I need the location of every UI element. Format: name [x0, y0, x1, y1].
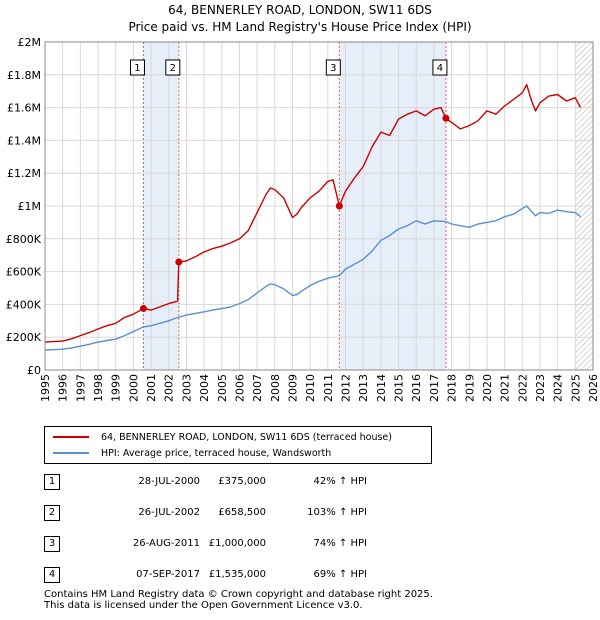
- sale-price: £658,500: [218, 507, 266, 518]
- y-tick-label: £1.4M: [7, 134, 41, 147]
- y-tick-label: £0: [27, 364, 41, 377]
- y-tick-label: £400K: [6, 298, 42, 311]
- x-tick-label: 2007: [251, 374, 264, 402]
- table-row: 4 07-SEP-2017 £1,535,000 69% ↑ HPI: [44, 567, 444, 598]
- sale-label-box: [325, 59, 341, 76]
- sale-label: 2: [170, 63, 176, 74]
- y-tick-label: £800K: [6, 233, 42, 246]
- price-chart: 1 2 3 4 £0 £200K £400K £600K £800K £1M £1.2M £1.4M £…: [6, 36, 600, 402]
- sale-label: 4: [437, 63, 443, 74]
- sale-price: £1,000,000: [208, 538, 266, 549]
- x-tick-label: 1996: [57, 374, 70, 402]
- license-text: This data is licensed under the Open Gov…: [44, 600, 363, 611]
- plot-frame: [44, 41, 594, 371]
- x-tick-label: 2017: [428, 374, 441, 402]
- sale-number-badge: 4: [44, 567, 60, 583]
- legend-label-hpi: HPI: Average price, terraced house, Wand…: [101, 447, 332, 459]
- x-tick-label: 2006: [233, 374, 246, 402]
- x-tick-label: 2002: [163, 374, 176, 402]
- x-tick-label: 2014: [375, 374, 388, 402]
- x-tick-label: 2024: [552, 374, 565, 402]
- x-tick-label: 1998: [92, 374, 105, 402]
- sale-hpi-change: 74% ↑ HPI: [313, 538, 367, 549]
- y-tick-label: £1.6M: [7, 102, 41, 115]
- sale-date: 26-JUL-2002: [138, 507, 200, 518]
- x-tick-label: 1995: [39, 374, 52, 402]
- x-tick-label: 2023: [534, 374, 547, 402]
- copyright-text: Contains HM Land Registry data © Crown c…: [44, 589, 433, 600]
- y-tick-label: £600K: [6, 266, 42, 279]
- sale-label-box: [432, 59, 448, 76]
- x-tick-label: 2000: [127, 374, 140, 402]
- x-tick-label: 2026: [587, 374, 600, 402]
- sale-number-badge: 1: [44, 474, 60, 490]
- x-tick-label: 2004: [198, 374, 211, 402]
- x-tick-label: 2005: [216, 374, 229, 402]
- sale-point: [335, 202, 343, 210]
- sale-date: 28-JUL-2000: [138, 476, 200, 487]
- x-tick-label: 2016: [410, 374, 423, 402]
- sale-hpi-change: 42% ↑ HPI: [313, 476, 367, 487]
- hpi-series-line: [45, 205, 582, 351]
- x-tick-label: 2021: [499, 374, 512, 402]
- sale-point: [139, 305, 147, 312]
- sale-label-box: [165, 59, 181, 76]
- sale-point: [442, 114, 450, 122]
- title-line-1: 64, BENNERLEY ROAD, LONDON, SW11 6DS: [168, 3, 432, 17]
- sale-date: 07-SEP-2017: [136, 569, 200, 580]
- chart-title: 64, BENNERLEY ROAD, LONDON, SW11 6DS Pri…: [0, 2, 600, 36]
- x-tick-label: 2001: [145, 374, 158, 402]
- legend-item-property: 64, BENNERLEY ROAD, LONDON, SW11 6DS (te…: [53, 430, 392, 444]
- x-tick-label: 2012: [340, 374, 353, 402]
- title-line-2: Price paid vs. HM Land Registry's House …: [128, 20, 472, 34]
- x-tick-label: 2010: [304, 374, 317, 402]
- y-tick-label: £1M: [18, 200, 42, 213]
- y-tick-label: £200K: [6, 331, 42, 344]
- sale-label: 1: [134, 63, 140, 74]
- x-tick-label: 2020: [481, 374, 494, 402]
- sale-point: [175, 258, 183, 266]
- y-tick-label: £1.8M: [7, 69, 41, 82]
- x-tick-label: 2022: [516, 374, 529, 402]
- sale-price: £375,000: [218, 476, 266, 487]
- table-row: 2 26-JUL-2002 £658,500 103% ↑ HPI: [44, 505, 444, 536]
- x-tick-label: 2018: [446, 374, 459, 402]
- sale-hpi-change: 69% ↑ HPI: [313, 569, 367, 580]
- x-tick-label: 2015: [393, 374, 406, 402]
- x-tick-label: 2009: [286, 374, 299, 402]
- sale-price: £1,535,000: [208, 569, 266, 580]
- x-tick-label: 2013: [357, 374, 370, 402]
- x-tick-label: 2025: [569, 374, 582, 402]
- footer: Contains HM Land Registry data © Crown c…: [44, 589, 433, 611]
- sale-hpi-change: 103% ↑ HPI: [307, 507, 367, 518]
- y-tick-label: £2M: [18, 36, 42, 49]
- sale-number-badge: 2: [44, 505, 60, 521]
- x-tick-label: 2011: [322, 374, 335, 402]
- property-series-line: [45, 83, 582, 343]
- sale-label: 3: [330, 63, 336, 74]
- transactions-table: 1 28-JUL-2000 £375,000 42% ↑ HPI 2 26-JU…: [44, 474, 444, 598]
- legend-item-hpi: HPI: Average price, terraced house, Wand…: [53, 446, 331, 460]
- legend-swatch-hpi: [53, 452, 89, 454]
- x-tick-label: 2003: [180, 374, 193, 402]
- sale-number-badge: 3: [44, 536, 60, 552]
- legend-label-property: 64, BENNERLEY ROAD, LONDON, SW11 6DS (te…: [101, 431, 392, 443]
- x-tick-label: 1999: [110, 374, 123, 402]
- sale-date: 26-AUG-2011: [132, 538, 200, 549]
- table-row: 1 28-JUL-2000 £375,000 42% ↑ HPI: [44, 474, 444, 505]
- y-tick-label: £1.2M: [7, 167, 41, 180]
- x-tick-label: 2008: [269, 374, 282, 402]
- table-row: 3 26-AUG-2011 £1,000,000 74% ↑ HPI: [44, 536, 444, 567]
- sale-label-box: [129, 59, 145, 76]
- legend: 64, BENNERLEY ROAD, LONDON, SW11 6DS (te…: [44, 426, 432, 464]
- x-tick-label: 1997: [74, 374, 87, 402]
- legend-swatch-property: [53, 436, 89, 438]
- x-tick-label: 2019: [463, 374, 476, 402]
